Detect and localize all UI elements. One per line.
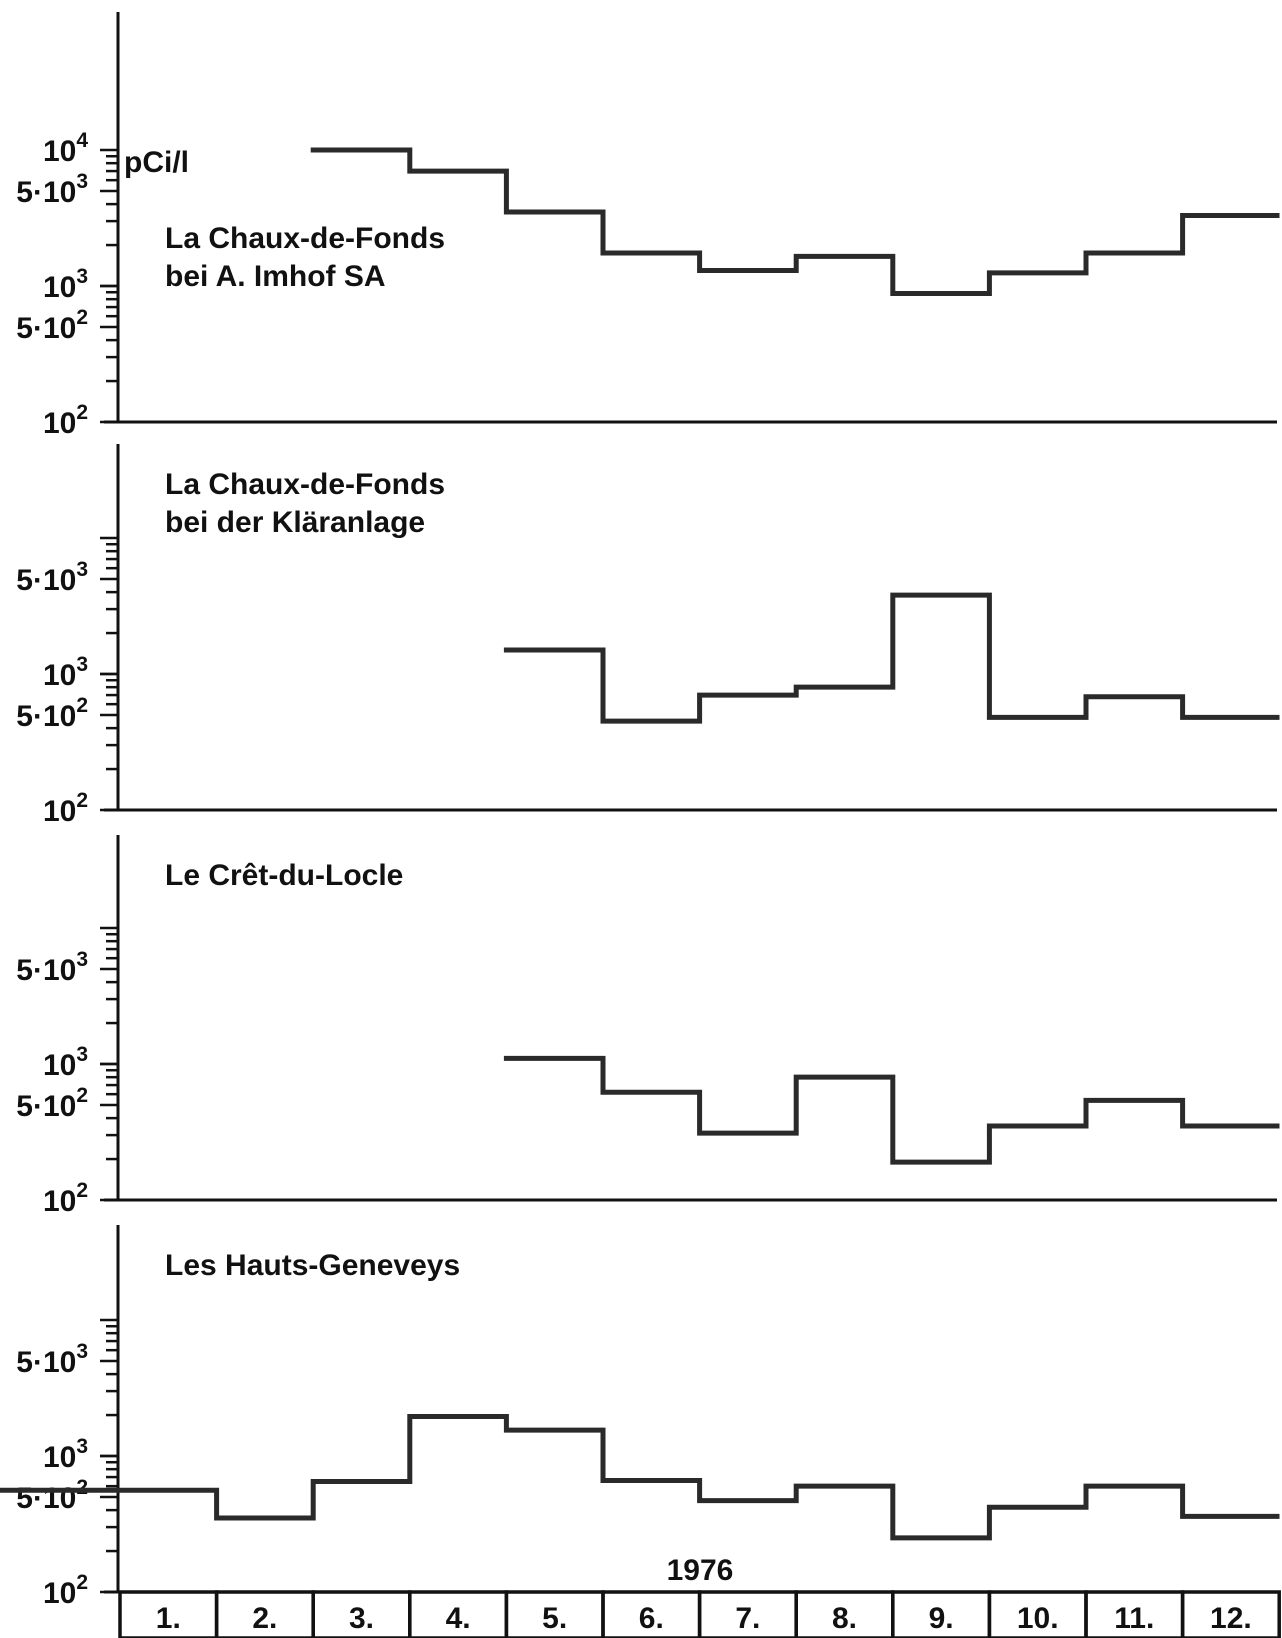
y-tick-label: 103: [43, 1043, 88, 1082]
month-label: 6.: [639, 1602, 664, 1635]
y-tick-label: 5·103: [16, 170, 88, 209]
month-label: 4.: [446, 1602, 471, 1635]
y-tick-label: 102: [43, 1571, 88, 1610]
data-series-step-line: [503, 1055, 1280, 1165]
y-tick-label: 104: [43, 129, 88, 168]
month-label: 1.: [156, 1602, 181, 1635]
month-label: 11.: [1114, 1602, 1154, 1635]
y-tick-label: 5·102: [16, 306, 88, 345]
panel-title: Les Hauts-Geneveys: [165, 1249, 460, 1282]
y-tick-label: 5·102: [16, 694, 88, 733]
y-tick-label: 103: [43, 1435, 88, 1474]
year-label: 1976: [667, 1554, 734, 1587]
data-series-step-line: [503, 592, 1280, 724]
month-label: 8.: [832, 1602, 857, 1635]
month-label: 5.: [542, 1602, 567, 1635]
month-label: 7.: [735, 1602, 760, 1635]
month-label: 2.: [252, 1602, 277, 1635]
month-label: 12.: [1210, 1602, 1252, 1635]
y-tick-label: 5·103: [16, 558, 88, 597]
panel-title: Le Crêt-du-Locle: [165, 859, 403, 892]
month-cell: [1180, 1590, 1281, 1638]
month-label: 10.: [1017, 1602, 1059, 1635]
panel-title: bei der Kläranlage: [165, 506, 425, 539]
y-tick-label: 102: [43, 401, 88, 440]
y-tick-label: 102: [43, 789, 88, 828]
month-axis: 1976 1. 2. 3. 4. 5. 6. 7. 8. 9. 10. 11. 12.: [118, 1554, 1281, 1638]
y-tick-label: 5·103: [16, 1340, 88, 1379]
panel-title: La Chaux-de-Fonds: [165, 222, 445, 255]
data-series-step-line: [310, 147, 1280, 297]
y-tick-label: 102: [43, 1179, 88, 1218]
panel-title: La Chaux-de-Fonds: [165, 468, 445, 501]
y-tick-label: 5·103: [16, 948, 88, 987]
month-label: 9.: [929, 1602, 954, 1635]
unit-label: pCi/l: [124, 146, 189, 179]
y-tick-label: 5·102: [16, 1084, 88, 1123]
data-series-step-line: [0, 1414, 1280, 1541]
month-label: 3.: [349, 1602, 374, 1635]
y-tick-label: 103: [43, 265, 88, 304]
y-tick-label: 103: [43, 653, 88, 692]
y-tick-label: 5·102: [16, 1476, 88, 1515]
panel-title: bei A. Imhof SA: [165, 260, 386, 293]
